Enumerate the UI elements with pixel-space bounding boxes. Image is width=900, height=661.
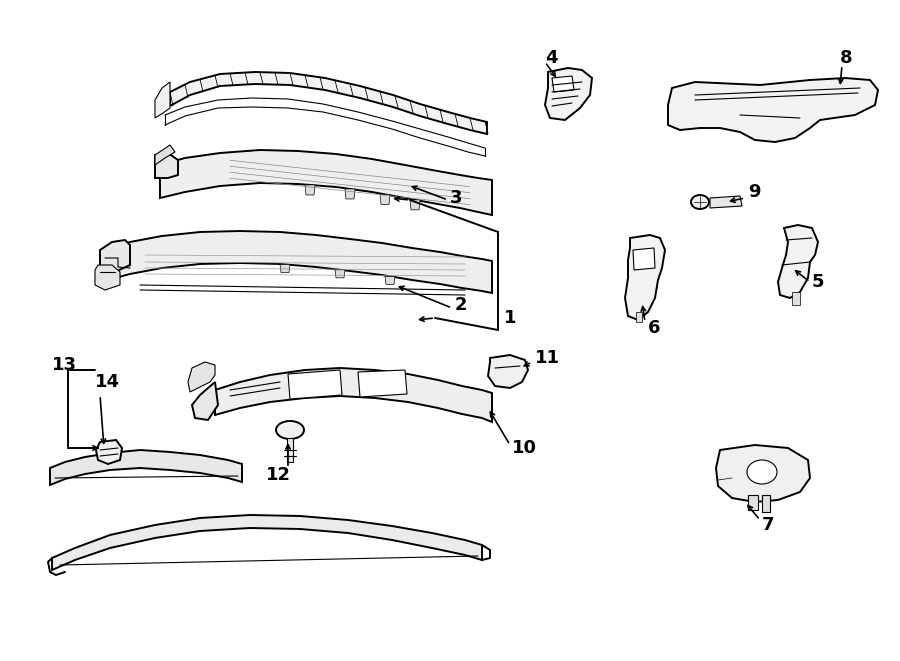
Text: 9: 9 xyxy=(748,183,760,201)
Polygon shape xyxy=(385,276,395,284)
Polygon shape xyxy=(625,235,665,320)
Polygon shape xyxy=(287,438,293,462)
Text: 12: 12 xyxy=(266,466,291,484)
Polygon shape xyxy=(192,382,218,420)
Polygon shape xyxy=(748,495,758,510)
Polygon shape xyxy=(160,150,492,215)
Polygon shape xyxy=(335,270,345,278)
Text: 3: 3 xyxy=(450,189,463,207)
Polygon shape xyxy=(100,240,130,272)
Polygon shape xyxy=(792,292,800,305)
Polygon shape xyxy=(170,72,487,134)
Polygon shape xyxy=(280,264,290,272)
Text: 2: 2 xyxy=(455,296,467,314)
Polygon shape xyxy=(305,185,315,195)
Polygon shape xyxy=(778,225,818,298)
Polygon shape xyxy=(95,265,120,290)
Polygon shape xyxy=(155,82,170,118)
Text: 1: 1 xyxy=(504,309,517,327)
Ellipse shape xyxy=(691,195,709,209)
Polygon shape xyxy=(668,78,878,142)
Text: 8: 8 xyxy=(840,49,852,67)
Polygon shape xyxy=(633,248,655,270)
Polygon shape xyxy=(288,370,342,399)
Polygon shape xyxy=(410,200,420,210)
Text: 4: 4 xyxy=(545,49,557,67)
Polygon shape xyxy=(358,370,407,397)
Polygon shape xyxy=(552,76,574,92)
Polygon shape xyxy=(636,312,642,322)
Text: 14: 14 xyxy=(95,373,120,391)
Text: 7: 7 xyxy=(762,516,775,534)
Polygon shape xyxy=(50,450,242,485)
Polygon shape xyxy=(488,355,528,388)
Polygon shape xyxy=(380,194,390,204)
Polygon shape xyxy=(545,68,592,120)
Text: 10: 10 xyxy=(512,439,537,457)
Ellipse shape xyxy=(747,460,777,484)
Ellipse shape xyxy=(276,421,304,439)
Polygon shape xyxy=(716,445,810,502)
Polygon shape xyxy=(155,145,175,165)
Polygon shape xyxy=(96,440,122,464)
Polygon shape xyxy=(155,153,178,178)
Text: 13: 13 xyxy=(52,356,77,374)
Polygon shape xyxy=(762,495,770,512)
Text: 11: 11 xyxy=(535,349,560,367)
Polygon shape xyxy=(345,189,355,199)
Polygon shape xyxy=(188,362,215,392)
Polygon shape xyxy=(710,196,742,208)
Text: 5: 5 xyxy=(812,273,824,291)
Polygon shape xyxy=(52,515,482,570)
Polygon shape xyxy=(108,231,492,293)
Polygon shape xyxy=(215,368,492,422)
Text: 6: 6 xyxy=(648,319,661,337)
